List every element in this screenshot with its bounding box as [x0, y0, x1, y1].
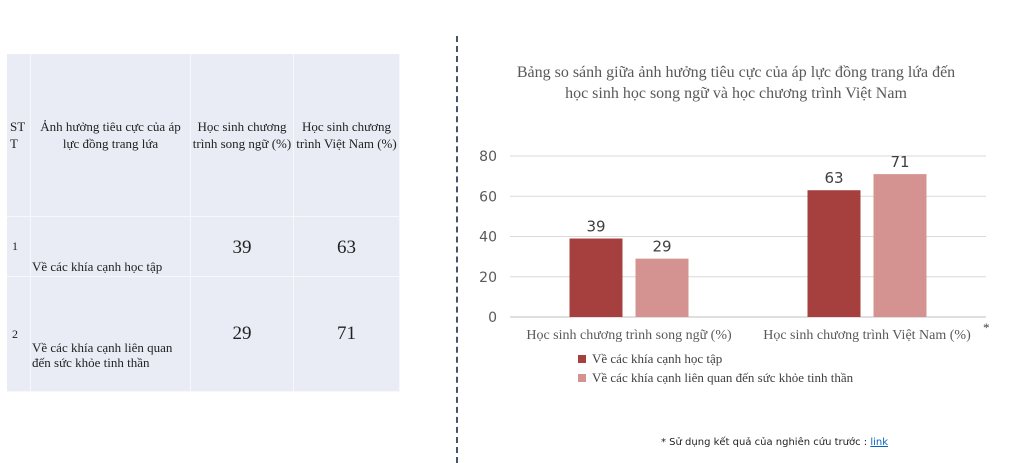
- y-tick-label: 80: [479, 149, 497, 165]
- table-row: 1 Về các khía cạnh học tập 39 63: [7, 217, 400, 277]
- data-label: 71: [890, 153, 909, 171]
- y-tick-label: 0: [488, 310, 497, 326]
- data-label: 63: [824, 169, 843, 187]
- footnote-link[interactable]: link: [870, 437, 888, 448]
- legend-swatch: [578, 373, 586, 382]
- cell-bilingual: 29: [232, 323, 252, 344]
- y-tick-label: 20: [479, 270, 497, 286]
- legend-item-mental-health: Về các khía cạnh liên quan đến sức khỏe …: [578, 368, 853, 387]
- legend-item-academic: Về các khía cạnh học tập: [578, 349, 853, 368]
- asterisk-mark: *: [983, 320, 990, 335]
- row-criterion: Về các khía cạnh liên quan đến sức khỏe …: [32, 340, 173, 370]
- cell-bilingual: 39: [232, 237, 252, 258]
- header-stt: ST T: [7, 54, 31, 217]
- bar: [807, 190, 861, 317]
- chart-legend: Về các khía cạnh học tập Về các khía cạn…: [578, 349, 853, 387]
- header-criterion: Ảnh hưởng tiêu cực của áp lực đồng trang…: [31, 54, 191, 217]
- legend-swatch: [578, 354, 586, 363]
- x-tick-label: Học sinh chương trình Việt Nam (%): [763, 328, 971, 343]
- table-row: 2 Về các khía cạnh liên quan đến sức khỏ…: [7, 277, 400, 392]
- chart-title: Bảng so sánh giữa ảnh hưởng tiêu cực của…: [516, 64, 956, 102]
- comparison-table: ST T Ảnh hưởng tiêu cực của áp lực đồng …: [7, 54, 400, 392]
- bar: [873, 174, 927, 317]
- row-index: 1: [12, 239, 18, 253]
- table-header-row: ST T Ảnh hưởng tiêu cực của áp lực đồng …: [7, 54, 400, 217]
- row-index: 2: [12, 327, 18, 341]
- header-bilingual: Học sinh chương trình song ngữ (%): [191, 54, 294, 217]
- bar: [635, 258, 689, 317]
- row-criterion: Về các khía cạnh học tập: [32, 259, 163, 274]
- footnote: * Sử dụng kết quả của nghiên cứu trước :…: [661, 437, 888, 448]
- y-tick-label: 40: [479, 230, 497, 246]
- data-label: 29: [652, 238, 671, 256]
- footnote-text: * Sử dụng kết quả của nghiên cứu trước :: [661, 437, 871, 448]
- data-label: 39: [586, 218, 605, 236]
- cell-vietnam: 63: [337, 237, 356, 258]
- bar: [569, 238, 623, 317]
- y-tick-label: 60: [479, 189, 497, 205]
- header-vietnam: Học sinh chương trình Việt Nam (%): [294, 54, 400, 217]
- bar-chart: 0 20 40 60 80 39 29 Học sinh chương trình song …: [479, 149, 986, 343]
- cell-vietnam: 71: [337, 323, 356, 344]
- x-tick-label: Học sinh chương trình song ngữ (%): [526, 328, 732, 343]
- legend-label: Về các khía cạnh liên quan đến sức khỏe …: [592, 369, 854, 385]
- dashed-divider: [456, 36, 458, 463]
- legend-label: Về các khía cạnh học tập: [592, 350, 723, 366]
